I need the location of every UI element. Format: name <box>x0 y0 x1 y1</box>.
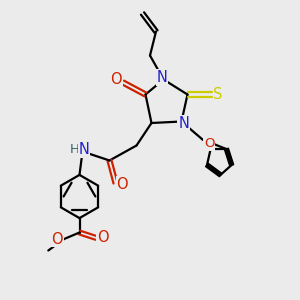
Text: N: N <box>157 70 167 85</box>
Text: N: N <box>79 142 89 158</box>
Text: O: O <box>111 72 122 87</box>
Text: N: N <box>178 116 189 131</box>
Text: O: O <box>97 230 108 245</box>
Text: O: O <box>116 177 128 192</box>
Text: H: H <box>70 142 80 156</box>
Text: O: O <box>52 232 63 247</box>
Text: O: O <box>204 137 214 150</box>
Text: S: S <box>213 87 223 102</box>
